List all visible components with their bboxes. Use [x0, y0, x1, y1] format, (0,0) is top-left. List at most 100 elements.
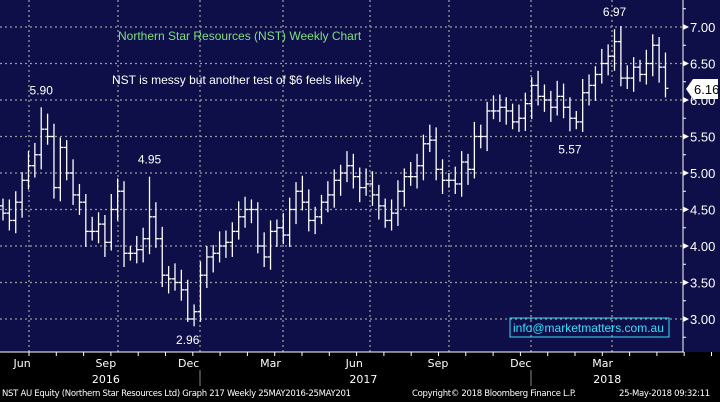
- ohlc-bar: [127, 246, 134, 261]
- y-tick-label: 3.50: [690, 276, 715, 291]
- ohlc-bar: [299, 175, 306, 211]
- ohlc-bar: [343, 151, 350, 183]
- ohlc-bar: [286, 197, 293, 247]
- ohlc-bar: [312, 206, 319, 235]
- ohlc-bar: [388, 199, 395, 231]
- ohlc-bar: [394, 180, 401, 226]
- ohlc-bar: [133, 235, 140, 264]
- ohlc-bar: [191, 304, 198, 327]
- extreme-label: 5.90: [30, 83, 54, 97]
- ohlc-bar: [293, 182, 300, 225]
- ohlc-bar: [522, 92, 529, 132]
- ohlc-bar: [445, 173, 452, 188]
- ohlc-bar: [598, 48, 605, 84]
- footer-security: NST AU Equity (Northern Star Resources L…: [2, 389, 351, 399]
- ohlc-bar: [369, 171, 376, 206]
- ohlc-bar: [471, 121, 478, 179]
- annotations: 5.90 4.95 2.96 5.57 6.97: [30, 5, 627, 347]
- ohlc-bar: [25, 151, 32, 190]
- ohlc-bar: [490, 95, 497, 120]
- ohlc-bar: [146, 176, 153, 255]
- ohlc-bar: [38, 107, 45, 170]
- ohlc-bar: [171, 263, 178, 291]
- ohlc-bar: [152, 202, 159, 248]
- ohlc-bar: [57, 137, 64, 202]
- ohlc-bar: [70, 159, 77, 205]
- ohlc-bar: [656, 37, 663, 83]
- ohlc-bar: [101, 214, 108, 257]
- y-tick-label: 4.00: [690, 239, 715, 254]
- ohlc-bar: [140, 227, 147, 263]
- ohlc-bar: [0, 198, 6, 221]
- ohlc-bar: [222, 230, 229, 258]
- ohlc-bar: [624, 65, 631, 90]
- y-tick-label: 4.50: [690, 203, 715, 218]
- ohlc-bar: [216, 231, 223, 263]
- chart-title: Northern Star Resources (NST) Weekly Cha…: [118, 29, 362, 43]
- ohlc-bar: [484, 101, 491, 152]
- last-price-tag: 6.16: [686, 79, 719, 99]
- ohlc-bar: [31, 142, 38, 178]
- ohlc-bar: [547, 90, 554, 122]
- ohlc-bar: [643, 49, 650, 85]
- extreme-label: 4.95: [138, 153, 162, 167]
- ohlc-bar: [184, 279, 191, 322]
- ohlc-bar: [82, 193, 89, 247]
- ohlc-bar: [210, 245, 217, 273]
- footer-copyright: Copyright© 2018 Bloomberg Finance L.P.: [412, 389, 576, 399]
- ohlc-bar: [305, 189, 312, 232]
- x-month-label: Sep: [428, 357, 449, 370]
- ohlc-bar: [350, 153, 357, 189]
- email-watermark[interactable]: info@marketmatters.com.au: [513, 321, 664, 335]
- ohlc-bar: [433, 127, 440, 181]
- ohlc-bar: [586, 74, 593, 106]
- ohlc-bar: [12, 191, 19, 234]
- ohlc-bar: [630, 57, 637, 92]
- y-tick-label: 5.50: [690, 130, 715, 145]
- ohlc-bar: [280, 213, 287, 245]
- ohlc-bar: [458, 151, 465, 197]
- ohlc-bar: [267, 220, 274, 270]
- x-month-label: Mar: [260, 357, 281, 370]
- ohlc-bar: [203, 246, 210, 288]
- ohlc-bar: [426, 124, 433, 153]
- ohlc-bar: [573, 110, 580, 130]
- y-tick-label: 7.00: [690, 20, 715, 35]
- last-price-label: 6.16: [694, 82, 719, 97]
- ohlc-bar: [235, 201, 242, 240]
- ohlc-bar: [617, 26, 624, 87]
- ohlc-bar: [356, 167, 363, 203]
- ohlc-bar: [363, 168, 370, 196]
- ohlc-bar: [535, 70, 542, 106]
- ohlc-bar: [19, 172, 26, 218]
- ohlc-bar: [318, 194, 325, 225]
- extreme-label: 6.97: [603, 5, 627, 19]
- ohlc-bar: [579, 79, 586, 132]
- y-tick-label: 6.50: [690, 57, 715, 72]
- ohlc-bar: [420, 134, 427, 181]
- ohlc-bar: [528, 77, 535, 120]
- ohlc-bar: [560, 83, 567, 119]
- ohlc-bar: [114, 178, 121, 221]
- ohlc-bar: [554, 80, 561, 116]
- ohlc-bar: [159, 226, 166, 288]
- ohlc-bar: [414, 153, 421, 189]
- x-month-label: Dec: [510, 357, 531, 370]
- ohlc-bar: [6, 199, 13, 231]
- x-month-label: Jun: [345, 357, 363, 370]
- ohlc-bar: [242, 196, 249, 228]
- ohlc-bar: [324, 181, 331, 213]
- ohlc-bar: [261, 232, 268, 267]
- ohlc-bar: [89, 216, 96, 241]
- ohlc-bar: [63, 140, 70, 181]
- ohlc-bar: [407, 162, 414, 186]
- ohlc-bar: [503, 97, 510, 125]
- ohlc-bar: [248, 199, 255, 224]
- ohlc-bar: [254, 202, 261, 254]
- y-tick-label: 3.00: [690, 312, 715, 327]
- extreme-label: 5.57: [558, 142, 582, 156]
- ohlc-bars: [0, 26, 669, 327]
- ohlc-bar: [197, 261, 204, 322]
- ohlc-bar: [401, 168, 408, 207]
- chart-subtitle: NST is messy but another test of $6 feel…: [112, 73, 364, 87]
